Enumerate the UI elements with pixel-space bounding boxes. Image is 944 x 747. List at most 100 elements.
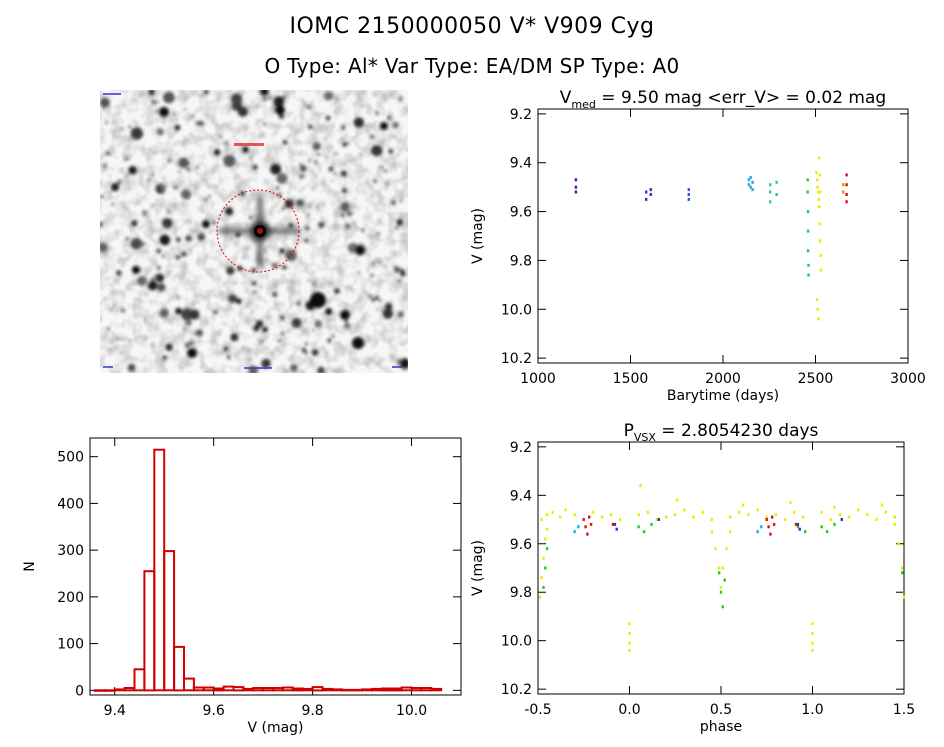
phased-data-point-yellow-eclipse <box>811 631 814 635</box>
phased-data-point-cyan <box>760 525 763 529</box>
field-star <box>306 104 312 110</box>
phased-data-point-red <box>765 518 768 521</box>
field-star <box>304 238 309 243</box>
field-star <box>312 282 316 285</box>
phased-data-point-yellow-ooe <box>591 510 595 514</box>
phased-data-point-yellow-ooe <box>619 518 622 521</box>
field-star <box>162 218 173 229</box>
phased-data-point-yellow-eclipse <box>628 648 631 652</box>
field-star <box>106 151 110 156</box>
phased-data-point-green <box>833 522 836 526</box>
histogram-y-tick-label: 0 <box>75 683 84 699</box>
finder-corner-label-bl <box>103 366 113 368</box>
field-star <box>151 342 155 346</box>
field-star <box>195 165 199 169</box>
lightcurve-data-point-epoch8 <box>842 183 845 187</box>
histogram-y-tick-label: 500 <box>57 450 84 466</box>
field-star <box>142 242 146 246</box>
phased-y-axis-label: V (mag) <box>470 540 486 596</box>
field-star <box>282 139 288 145</box>
phased-data-point-green <box>642 530 646 534</box>
field-star <box>212 220 217 225</box>
phased-data-point-blue <box>796 522 800 526</box>
field-star <box>155 248 162 254</box>
histogram-bar <box>430 687 443 692</box>
field-star <box>121 308 125 313</box>
field-star <box>368 294 372 299</box>
field-star <box>165 343 173 351</box>
field-star <box>316 206 319 209</box>
field-star <box>341 188 348 194</box>
field-star <box>399 358 410 369</box>
field-star <box>197 232 206 241</box>
field-star <box>218 134 222 138</box>
field-star <box>175 255 181 260</box>
field-star <box>325 115 331 121</box>
phased-data-point-cyan <box>577 525 580 529</box>
field-star <box>324 91 334 101</box>
histogram-x-tick-label: 9.4 <box>104 703 126 719</box>
lightcurve-data-point-epoch5 <box>775 193 778 196</box>
histogram-bar <box>183 677 195 692</box>
field-star <box>335 97 339 100</box>
field-star <box>342 142 347 147</box>
field-star <box>273 96 285 107</box>
lightcurve-data-point-epoch2 <box>649 193 652 196</box>
phased-data-point-yellow-ooe <box>738 510 741 514</box>
field-star <box>260 87 269 96</box>
field-star <box>116 179 122 185</box>
phased-data-point-yellow-ooe <box>857 508 860 512</box>
field-star <box>357 271 361 274</box>
field-star <box>291 199 295 203</box>
field-star <box>382 308 394 319</box>
phased-y-tick-label: 9.4 <box>510 488 532 504</box>
field-star <box>133 99 136 102</box>
field-star <box>189 341 194 345</box>
finder-aperture-circle <box>216 189 300 273</box>
field-star <box>162 355 167 360</box>
phased-data-point-green <box>650 522 653 526</box>
phased-data-point-red <box>794 522 798 526</box>
field-star <box>285 249 297 261</box>
field-star <box>278 339 282 343</box>
field-star <box>249 156 252 160</box>
phased-data-point-green <box>902 590 906 594</box>
field-star <box>280 332 284 335</box>
field-star <box>269 96 272 99</box>
lightcurve-data-point-epoch7 <box>819 190 822 194</box>
field-star <box>316 152 320 156</box>
field-star <box>261 358 271 369</box>
lightcurve-y-tick-label: 9.4 <box>510 156 532 172</box>
field-star <box>290 364 298 372</box>
phased-y-tick-label: 9.8 <box>510 585 532 601</box>
field-star <box>175 307 182 315</box>
phased-data-point-yellow-ooe <box>573 513 576 517</box>
field-star <box>372 261 376 265</box>
field-star <box>340 212 345 218</box>
lightcurve-data-point-epoch3 <box>687 197 690 201</box>
field-star <box>377 261 381 264</box>
histogram-y-tick-label: 400 <box>57 496 84 512</box>
phased-data-point-yellow-ooe <box>540 518 543 521</box>
field-star <box>167 158 172 163</box>
field-star <box>167 210 170 213</box>
field-star <box>100 195 104 199</box>
field-star <box>191 114 194 118</box>
finder-corner-label-tl <box>103 93 121 95</box>
lightcurve-x-tick-label: 1000 <box>520 371 556 387</box>
phased-y-tick-label: 10.0 <box>501 634 532 650</box>
phased-data-point-green <box>796 525 800 529</box>
phased-data-point-yellow-ooe <box>610 513 613 517</box>
page-subtitle-types: O Type: Al* Var Type: EA/DM SP Type: A0 <box>264 54 680 78</box>
bright-field-star <box>275 105 285 115</box>
field-star <box>125 157 129 161</box>
field-star <box>337 208 341 211</box>
field-star <box>189 309 200 320</box>
field-star <box>344 319 348 323</box>
field-star <box>304 225 310 231</box>
phased-data-point-yellow-eclipse <box>544 537 547 541</box>
field-star <box>165 225 168 228</box>
field-star <box>318 221 325 228</box>
field-star <box>327 338 332 343</box>
field-star <box>213 310 218 315</box>
